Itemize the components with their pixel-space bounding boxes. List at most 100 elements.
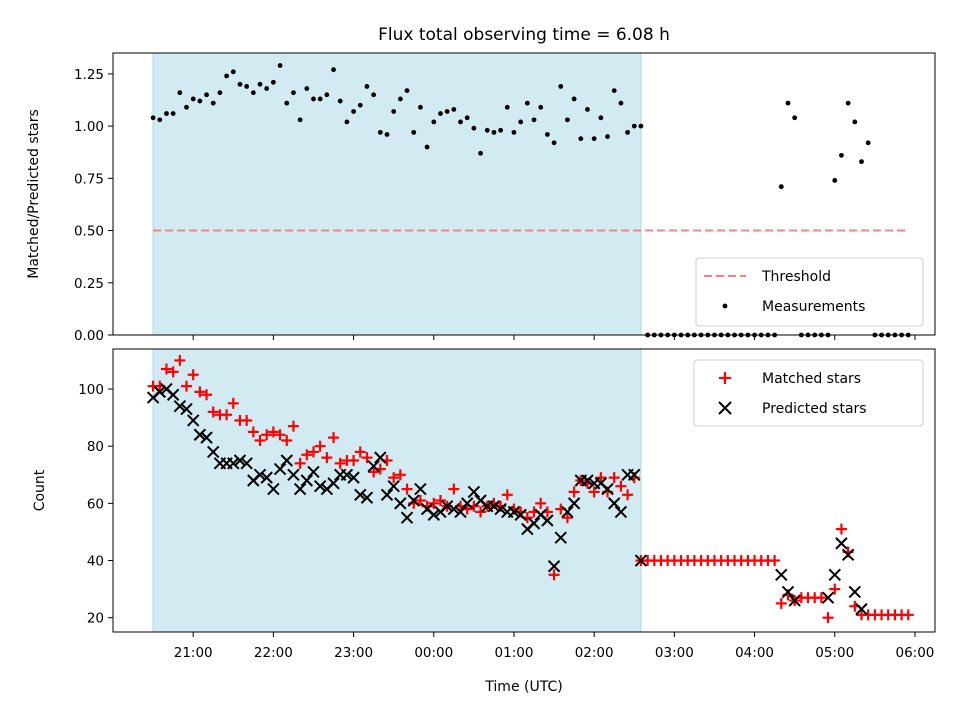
predicted-marker-b (240, 457, 253, 470)
predicted-star-marker (327, 477, 340, 490)
predicted-star-marker (494, 502, 507, 516)
measurement-point (210, 100, 216, 106)
predicted-marker-b (775, 568, 788, 582)
legend-matched-label: Matched stars (762, 371, 861, 387)
matched-star-marker (548, 569, 560, 581)
x-axis-label: Time (UTC) (484, 679, 562, 695)
predicted-star-marker (561, 505, 574, 519)
predicted-star-marker (855, 602, 868, 616)
measurement-point (291, 90, 296, 96)
measurement-point (170, 111, 176, 116)
predicted-marker-b (554, 531, 567, 544)
measurement-point (391, 109, 397, 114)
predicted-star-marker (841, 548, 855, 562)
matched-star-marker (227, 397, 239, 409)
legend-predicted-label: Predicted stars (762, 401, 867, 417)
measurement-point (257, 81, 263, 87)
predicted-star-marker (253, 468, 267, 481)
predicted-marker-b (186, 414, 200, 427)
measurement-point (585, 107, 590, 112)
predicted-marker-b (166, 388, 180, 401)
matched-star-marker (388, 472, 400, 484)
predicted-star-marker (581, 474, 594, 487)
predicted-star-marker (541, 514, 554, 527)
predicted-star-marker (527, 517, 541, 530)
legend-threshold-label: Threshold (761, 269, 831, 285)
measurement-point (544, 132, 550, 137)
y-tick-label: 1.00 (74, 119, 104, 135)
predicted-marker-b (160, 382, 173, 396)
matched-star-marker (167, 366, 179, 378)
measurement-point (524, 100, 530, 106)
matched-star-marker (301, 449, 313, 461)
chart-title: Flux total observing time = 6.08 h (378, 25, 670, 45)
measurement-point (284, 100, 290, 106)
matched-star-marker (835, 523, 847, 535)
matched-star-marker (307, 446, 319, 458)
measurement-point (491, 129, 497, 135)
predicted-star-marker (360, 491, 374, 504)
x-tick-label: 21:00 (174, 645, 213, 661)
predicted-star-marker (507, 505, 521, 519)
top-legend: Threshold Measurements (695, 257, 924, 327)
predicted-star-marker (180, 402, 193, 416)
measurement-point (277, 63, 283, 68)
predicted-marker-b (340, 468, 354, 481)
x-tick-label: 22:00 (254, 645, 293, 661)
y-tick-label: 0.50 (74, 224, 104, 240)
matched-star-marker (361, 452, 373, 464)
matched-star-marker (775, 597, 787, 609)
matched-star-marker (287, 420, 299, 432)
measurement-point (411, 129, 417, 135)
matched-star-marker (254, 434, 266, 446)
measurement-point (311, 96, 316, 102)
predicted-star-marker (848, 585, 862, 599)
measurement-point (551, 140, 557, 146)
predicted-star-marker (634, 554, 648, 567)
predicted-marker-b (841, 548, 855, 562)
predicted-star-marker (781, 585, 795, 599)
shaded-region (152, 52, 642, 336)
bottom-panel: 20 40 60 80 100 21:00 22:00 23:00 00:00 01:00 02:… (32, 348, 936, 695)
legend-matched-swatch (719, 372, 731, 384)
measurement-point (611, 88, 617, 93)
predicted-marker-b (193, 428, 207, 441)
predicted-star-marker (454, 505, 467, 519)
predicted-star-marker (173, 399, 187, 413)
predicted-marker-b (534, 508, 547, 522)
predicted-marker-b (200, 431, 213, 444)
measurement-point (605, 134, 610, 139)
matched-star-marker (187, 369, 199, 381)
predicted-star-marker (367, 459, 380, 473)
measurement-point (778, 184, 784, 190)
predicted-star-marker (300, 474, 314, 487)
predicted-star-marker (273, 462, 287, 476)
matched-star-marker (221, 409, 233, 421)
predicted-star-marker (414, 482, 427, 496)
measurement-point (431, 119, 437, 125)
measurement-point (270, 79, 276, 85)
matched-star-marker (434, 495, 446, 507)
matched-star-marker (348, 454, 360, 466)
x-tick-label: 04:00 (735, 645, 774, 661)
predicted-marker-b (581, 474, 594, 487)
predicted-star-marker (380, 488, 394, 501)
matched-star-marker (354, 446, 366, 458)
measurement-point (197, 98, 203, 104)
predicted-star-marker (614, 505, 628, 519)
y-tick-label: 40 (87, 554, 104, 570)
predicted-star-marker (554, 531, 567, 544)
measurement-point (598, 115, 604, 121)
matched-star-marker (261, 429, 273, 441)
legend-measurements-label: Measurements (762, 299, 865, 315)
predicted-star-marker (347, 471, 360, 484)
predicted-marker-b (327, 477, 340, 490)
predicted-star-marker (821, 591, 835, 604)
measurement-point (250, 90, 256, 96)
predicted-star-marker (460, 497, 474, 510)
matched-star-marker (902, 609, 914, 621)
predicted-marker-b (267, 482, 280, 496)
measurement-point (190, 96, 196, 102)
measurement-point (631, 123, 637, 129)
